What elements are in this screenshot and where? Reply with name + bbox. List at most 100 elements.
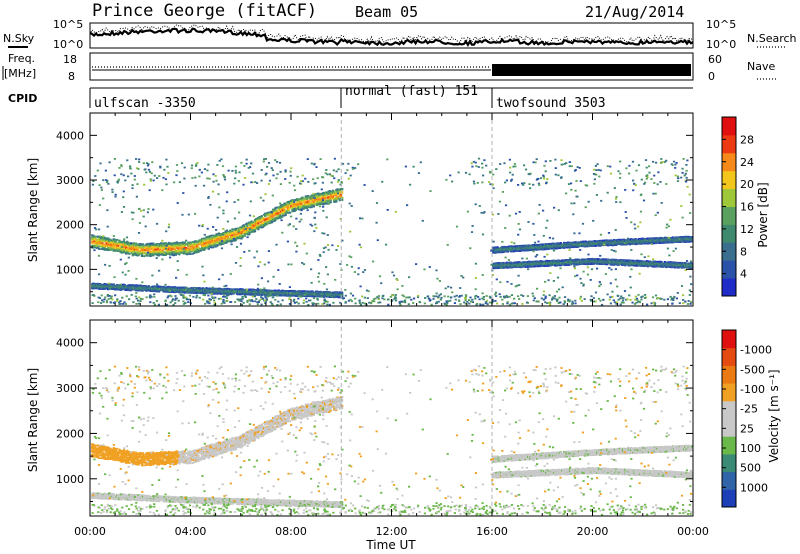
power-echo xyxy=(142,245,144,247)
power-echo xyxy=(174,248,176,250)
power-echo xyxy=(186,254,188,256)
power-echo xyxy=(324,197,326,199)
power-echo xyxy=(287,206,289,208)
nave-label: Nave xyxy=(747,60,775,73)
power-echo xyxy=(190,251,192,253)
power-echo xyxy=(312,195,314,197)
power-echo xyxy=(235,228,237,230)
nsky-strip: N.Sky 10^5 10^0 10^5 10^0 N.Search xyxy=(3,18,797,51)
power-echo xyxy=(185,247,187,249)
power-echo xyxy=(98,246,100,248)
power-echo xyxy=(128,250,130,252)
power-echo xyxy=(168,245,170,247)
freq-tick-bottom: 8 xyxy=(68,70,75,83)
power-echo xyxy=(231,228,233,230)
freq-block-late xyxy=(492,64,691,76)
freq-strip: Freq. [MHz] 18 8 60 0 Nave xyxy=(3,52,777,83)
power-echo xyxy=(314,203,316,205)
power-echo xyxy=(123,247,125,249)
date-title: 21/Aug/2014 xyxy=(585,3,684,21)
power-echo xyxy=(212,247,214,249)
power-echo xyxy=(154,251,156,253)
nsky-label: N.Sky xyxy=(3,32,35,45)
freq-tick-top: 18 xyxy=(63,53,77,66)
power-echo xyxy=(98,248,100,250)
power-echo xyxy=(116,239,118,241)
power-echo xyxy=(263,225,265,227)
power-echo xyxy=(135,243,137,245)
power-echo xyxy=(289,212,291,214)
power-echo xyxy=(271,222,273,224)
beam-title: Beam 05 xyxy=(355,3,418,21)
power-echo xyxy=(184,241,186,243)
power-echo xyxy=(261,215,263,217)
power-echo xyxy=(285,214,287,216)
nsky-tick-top: 10^5 xyxy=(53,18,83,31)
nsky-trace xyxy=(90,29,693,45)
power-echo xyxy=(152,243,154,245)
power-echo xyxy=(173,245,175,247)
power-echo xyxy=(134,252,136,254)
cpid-segment-2: normal (fast) 151 xyxy=(345,84,478,99)
cpid-label: CPID xyxy=(8,92,37,105)
nsearch-trace xyxy=(90,25,693,43)
power-echo xyxy=(266,223,268,225)
station-title: Prince George (fitACF) xyxy=(92,1,317,21)
cpid-segment-1: ulfscan -3350 xyxy=(94,96,196,111)
power-echo xyxy=(330,200,332,202)
power-echo xyxy=(187,248,189,250)
power-echo xyxy=(248,233,250,235)
freq-unit-label: [MHz] xyxy=(4,67,36,80)
power-echo xyxy=(200,250,202,252)
power-echo xyxy=(334,191,336,193)
nave-tick-bottom: 0 xyxy=(708,70,715,83)
power-echo xyxy=(231,230,233,232)
power-echo xyxy=(311,206,313,208)
power-echo xyxy=(197,246,199,248)
power-echo xyxy=(142,248,144,250)
power-echo xyxy=(274,219,276,221)
cpid-bar: CPID ulfscan -3350 normal (fast) 151 two… xyxy=(8,84,693,111)
nsearch-tick-top: 10^5 xyxy=(706,18,736,31)
nave-tick-top: 60 xyxy=(708,53,722,66)
power-echo xyxy=(97,236,99,238)
power-echo xyxy=(283,208,285,210)
power-echo xyxy=(95,236,97,238)
power-echo xyxy=(211,244,213,246)
nsearch-label: N.Search xyxy=(747,32,797,45)
power-echo xyxy=(217,245,219,247)
power-echo xyxy=(301,201,303,203)
power-data xyxy=(91,158,693,306)
power-echo xyxy=(160,242,162,244)
freq-label: Freq. xyxy=(8,52,35,65)
power-echo xyxy=(147,255,149,257)
cpid-segment-3: twofsound 3503 xyxy=(496,96,606,111)
nsky-tick-bottom: 10^0 xyxy=(53,38,83,51)
power-echo xyxy=(143,255,145,257)
power-echo xyxy=(320,197,322,199)
power-echo xyxy=(313,201,315,203)
nsearch-tick-bottom: 10^0 xyxy=(706,38,736,51)
power-echo xyxy=(213,237,215,239)
power-echo xyxy=(128,253,130,255)
power-echo xyxy=(133,242,135,244)
power-echo xyxy=(306,197,308,199)
power-echo xyxy=(228,239,230,241)
power-echo xyxy=(262,222,264,224)
power-echo xyxy=(290,202,292,204)
power-echo xyxy=(176,253,178,255)
power-echo xyxy=(178,242,180,244)
power-echo xyxy=(272,216,274,218)
power-echo xyxy=(313,206,315,208)
power-echo xyxy=(117,245,119,247)
power-echo xyxy=(273,212,275,214)
power-echo xyxy=(254,231,256,233)
power-echo xyxy=(190,253,192,255)
power-echo xyxy=(229,233,231,235)
power-echo xyxy=(257,223,259,225)
power-echo xyxy=(246,225,248,227)
power-echo xyxy=(169,253,171,255)
power-echo xyxy=(144,253,146,255)
